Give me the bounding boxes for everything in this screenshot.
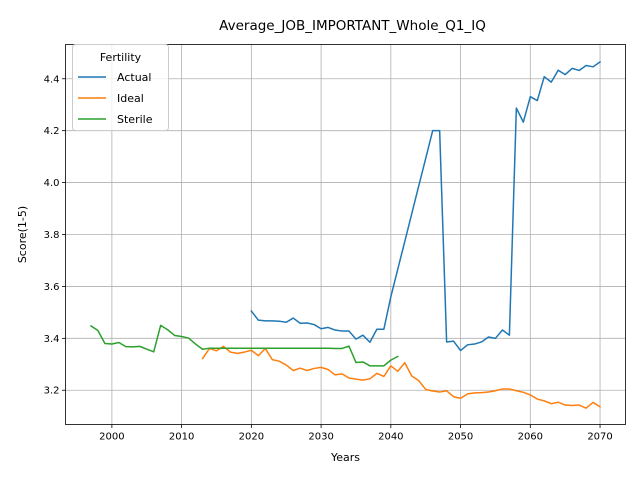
legend-label-ideal: Ideal [117, 92, 144, 105]
x-tick-label: 2030 [308, 432, 333, 443]
legend-label-actual: Actual [117, 71, 151, 84]
y-tick-label: 3.2 [44, 386, 60, 397]
series-lines [89, 60, 602, 409]
series-line-actual [250, 60, 602, 352]
x-tick-label: 2060 [518, 432, 543, 443]
x-tick-label: 2040 [378, 432, 403, 443]
y-tick-label: 4.2 [44, 126, 60, 137]
y-tick-label: 3.6 [44, 282, 60, 293]
x-tick-label: 2050 [448, 432, 473, 443]
legend: Fertility Actual Ideal Sterile [72, 44, 169, 131]
grid [65, 44, 626, 425]
y-tick-label: 4.0 [44, 178, 60, 189]
legend-label-sterile: Sterile [117, 113, 153, 126]
x-tick-label: 2070 [587, 432, 612, 443]
legend-title: Fertility [100, 51, 142, 64]
x-tick-label: 2000 [99, 432, 124, 443]
x-tick-label: 2010 [169, 432, 194, 443]
y-axis-label: Score(1-5) [16, 206, 29, 263]
series-line-sterile [89, 324, 399, 367]
x-tick-label: 2020 [239, 432, 264, 443]
series-line-ideal [201, 345, 602, 409]
y-axis: 3.2 3.4 3.6 3.8 4.0 4.2 4.4 [44, 74, 66, 397]
y-tick-label: 3.8 [44, 230, 60, 241]
x-axis-label: Years [330, 451, 360, 464]
x-axis: 2000 2010 2020 2030 2040 2050 2060 2070 [99, 424, 613, 443]
legend-box [72, 44, 169, 131]
chart-title: Average_JOB_IMPORTANT_Whole_Q1_IQ [219, 18, 486, 34]
legend-entries: Actual Ideal Sterile [78, 71, 153, 126]
y-tick-label: 3.4 [44, 334, 60, 345]
y-tick-label: 4.4 [44, 74, 60, 85]
